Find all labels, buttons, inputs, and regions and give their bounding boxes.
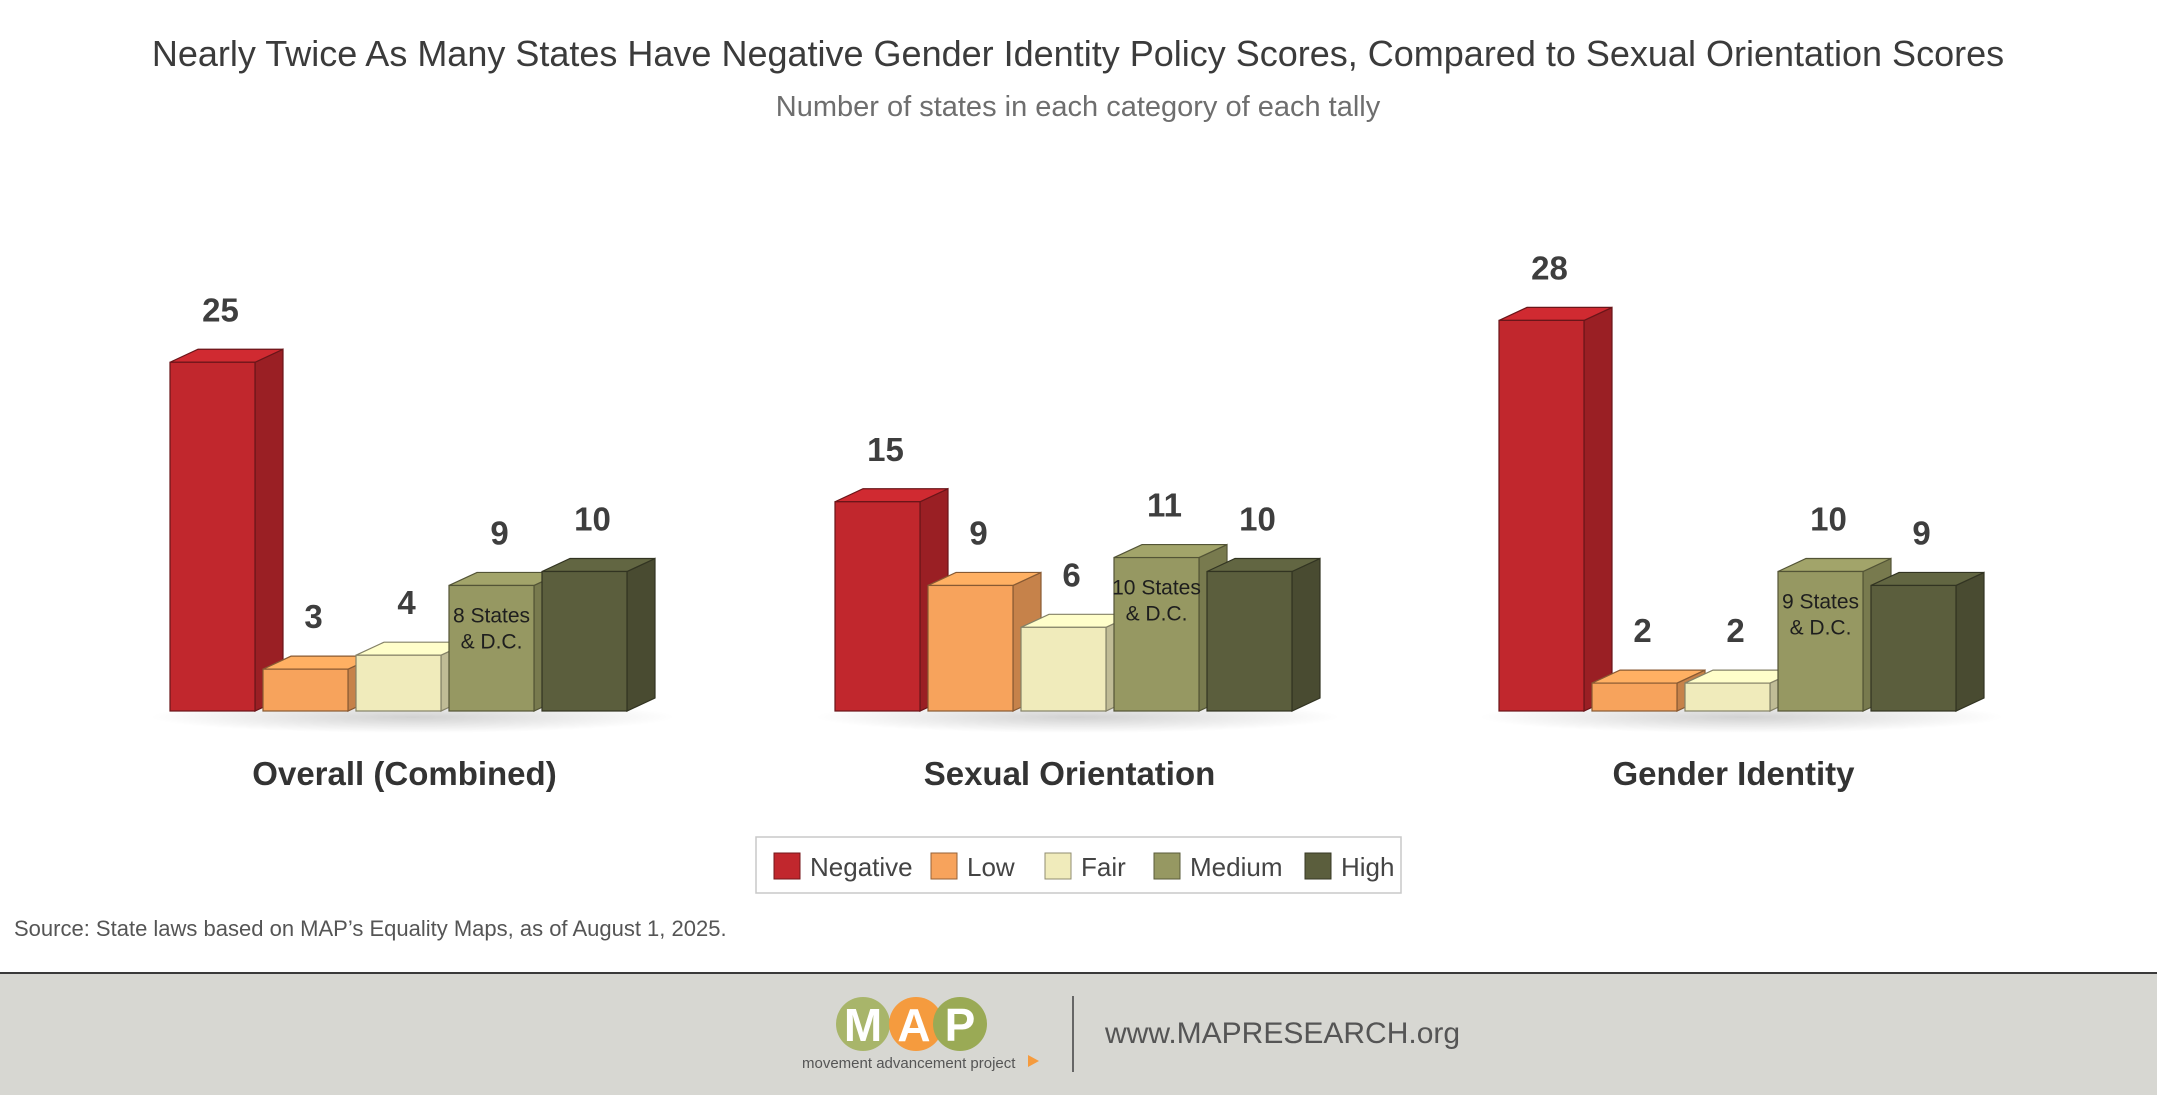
bar-front [448, 584, 535, 712]
bar-front [169, 361, 256, 712]
legend-item-negative: Negative [773, 852, 913, 882]
legend-label: Negative [810, 852, 913, 882]
footer: M A P movement advancement project www.M… [0, 972, 2157, 1095]
legend-swatch [1153, 852, 1181, 880]
legend-swatch [930, 852, 958, 880]
data-label: 10 [1810, 501, 1847, 538]
chart-subtitle: Number of states in each category of eac… [776, 91, 1381, 123]
footer-band [0, 973, 2157, 1095]
bar-inner-label: 8 States [453, 604, 530, 627]
bar-front [1684, 682, 1771, 712]
data-label: 9 [1912, 514, 1930, 551]
legend-label: High [1341, 852, 1394, 882]
bar-front [834, 501, 921, 712]
legend-item-fair: Fair [1044, 852, 1126, 882]
category-label: Sexual Orientation [924, 755, 1216, 792]
legend-item-high: High [1304, 852, 1394, 882]
data-label: 9 [969, 514, 987, 551]
bar-front [1870, 584, 1957, 712]
data-label: 25 [202, 291, 239, 328]
bar-high-overall-combined [541, 557, 656, 712]
bar-inner-label: & D.C. [1790, 617, 1852, 640]
bar-front [355, 654, 442, 712]
group-labels: Overall (Combined) Sexual Orientation Gend… [252, 755, 1855, 792]
bar-front [1206, 570, 1293, 712]
bar-high-gender-identity [1870, 571, 1985, 712]
logo-circle-a [889, 997, 943, 1051]
chart-title: Nearly Twice As Many States Have Negativ… [152, 33, 2004, 74]
bar-side [1955, 571, 1985, 712]
bar-side [1583, 306, 1613, 712]
logo-letter-a: A [897, 999, 930, 1051]
footer-url[interactable]: www.MAPRESEARCH.org [1104, 1017, 1460, 1050]
legend-swatch [1304, 852, 1332, 880]
bar-side [1291, 557, 1321, 712]
data-label: 10 [574, 501, 611, 538]
legend-label: Low [967, 852, 1015, 882]
data-label: 15 [867, 431, 904, 468]
data-label: 2 [1633, 612, 1651, 649]
logo-arrow-icon [1028, 1055, 1039, 1067]
bars [169, 306, 1985, 712]
legend-swatch [773, 852, 801, 880]
data-label: 10 [1239, 501, 1276, 538]
logo-letter-m: M [844, 999, 882, 1051]
data-label: 11 [1147, 487, 1182, 524]
value-labels: 25 3 4 9 8 States & D.C. 10 15 9 6 11 10 States & D.… [202, 249, 1931, 653]
data-label: 4 [397, 584, 416, 621]
data-label: 3 [304, 598, 322, 635]
bar-front [1498, 319, 1585, 712]
bar-inner-label: & D.C. [461, 630, 523, 653]
data-label: 9 [490, 514, 508, 551]
bar-inner-label: 9 States [1782, 591, 1859, 614]
bar-front [262, 668, 349, 712]
map-logo: M A P movement advancement project [802, 997, 1039, 1072]
source-note: Source: State laws based on MAP’s Equali… [14, 916, 727, 941]
legend-box [755, 836, 1402, 894]
category-label: Overall (Combined) [252, 755, 556, 792]
logo-tagline: movement advancement project [802, 1055, 1016, 1072]
bar-side [254, 348, 284, 712]
bar-inner-label: 10 States [1112, 577, 1201, 600]
legend-item-low: Low [930, 852, 1015, 882]
bar-front [1591, 682, 1678, 712]
logo-circle-m [836, 997, 890, 1051]
bar-negative-gender-identity [1498, 306, 1613, 712]
bar-front [927, 584, 1014, 712]
legend: Negative Low Fair Medium High [755, 836, 1402, 894]
bar-side [626, 557, 656, 712]
data-label: 2 [1726, 612, 1744, 649]
legend-item-medium: Medium [1153, 852, 1282, 882]
logo-letter-p: P [945, 999, 976, 1051]
category-label: Gender Identity [1612, 755, 1855, 792]
data-label: 6 [1062, 556, 1080, 593]
bar-inner-label: & D.C. [1126, 603, 1188, 626]
bar-front [1777, 570, 1864, 712]
logo-circle-p [933, 997, 987, 1051]
bar-negative-overall-combined [169, 348, 284, 712]
legend-swatch [1044, 852, 1072, 880]
data-label: 28 [1531, 249, 1568, 286]
legend-label: Fair [1081, 852, 1126, 882]
bar-front [1020, 626, 1107, 712]
bar-high-sexual-orientation [1206, 557, 1321, 712]
legend-label: Medium [1190, 852, 1282, 882]
bar-front [541, 570, 628, 712]
bar-front [1113, 556, 1200, 712]
